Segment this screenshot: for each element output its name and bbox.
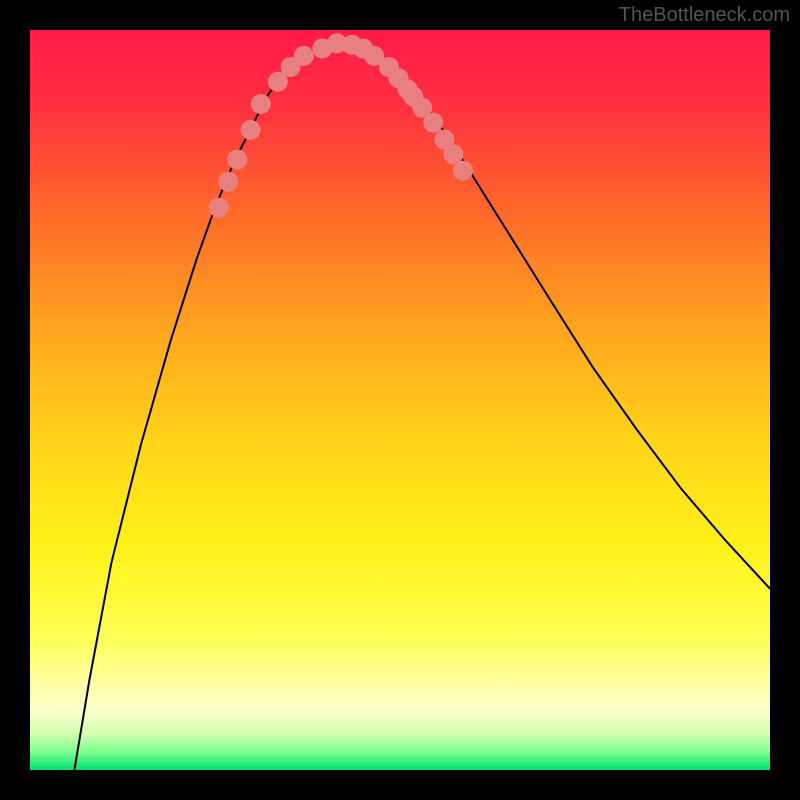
- data-marker: [227, 150, 247, 170]
- data-marker: [294, 46, 314, 66]
- gradient-background: [30, 30, 770, 770]
- data-marker: [251, 94, 271, 114]
- data-marker: [218, 172, 238, 192]
- watermark-text: TheBottleneck.com: [619, 4, 790, 27]
- data-marker: [209, 198, 229, 218]
- chart-svg: [0, 0, 800, 800]
- data-marker: [241, 120, 261, 140]
- data-marker: [453, 161, 473, 181]
- data-marker: [423, 113, 443, 133]
- chart-canvas: TheBottleneck.com: [0, 0, 800, 800]
